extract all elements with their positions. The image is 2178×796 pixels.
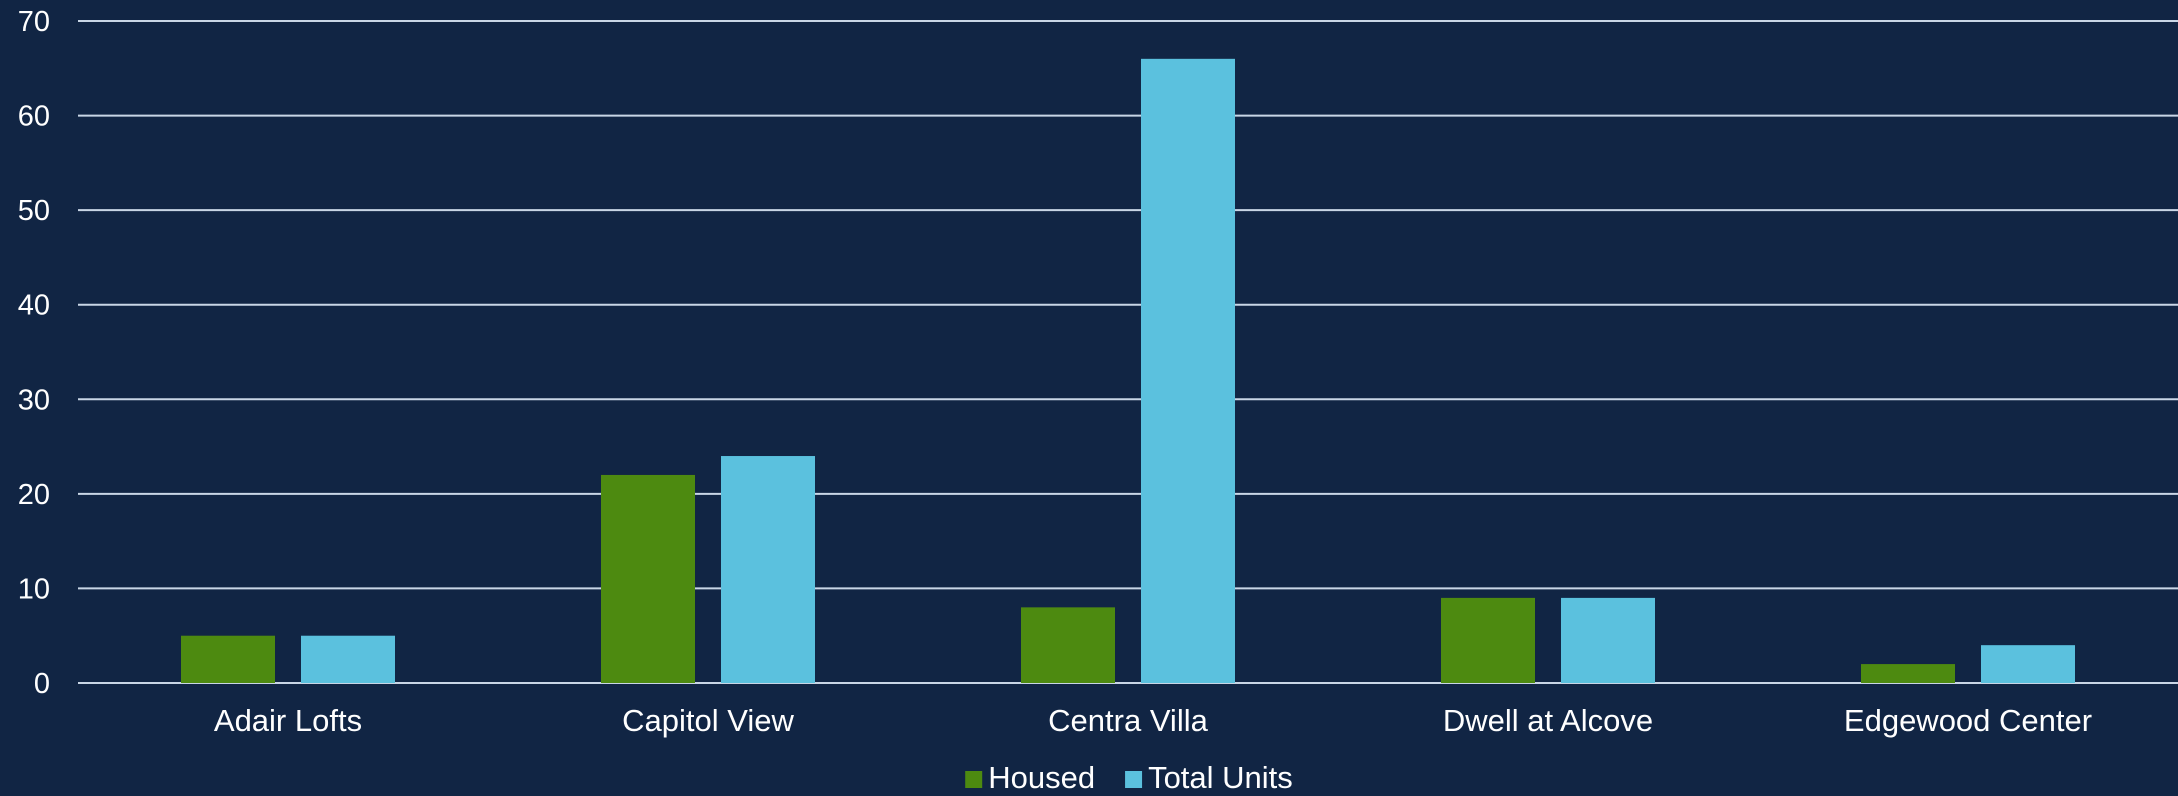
bar-housed bbox=[1441, 597, 1535, 683]
x-tick-label: Capitol View bbox=[622, 703, 794, 738]
bar-housed bbox=[1861, 664, 1955, 683]
bar-total-units bbox=[1981, 645, 2075, 683]
y-tick-label: 10 bbox=[18, 573, 50, 605]
y-tick-label: 50 bbox=[18, 195, 50, 227]
y-tick-label: 60 bbox=[18, 101, 50, 133]
x-tick-label: Dwell at Alcove bbox=[1443, 703, 1653, 738]
legend-swatch bbox=[965, 771, 983, 788]
y-tick-label: 30 bbox=[18, 384, 50, 416]
legend-label: Total Units bbox=[1148, 760, 1293, 795]
legend-item: Housed bbox=[965, 760, 1095, 795]
y-tick-label: 70 bbox=[18, 6, 50, 38]
legend-swatch bbox=[1125, 771, 1143, 788]
bar-housed bbox=[181, 635, 275, 683]
bar-housed bbox=[1021, 607, 1115, 683]
y-tick-label: 20 bbox=[18, 479, 50, 511]
y-tick-label: 40 bbox=[18, 290, 50, 322]
x-tick-label: Edgewood Center bbox=[1844, 703, 2092, 738]
legend: Housed Total Units bbox=[965, 760, 1293, 795]
legend-item: Total Units bbox=[1125, 760, 1293, 795]
legend-label: Housed bbox=[988, 760, 1095, 795]
bar-total-units bbox=[1561, 597, 1655, 683]
bars bbox=[181, 58, 2075, 684]
x-axis: Adair Lofts Capitol View Centra Villa Dwell… bbox=[214, 703, 2092, 738]
y-tick-label: 0 bbox=[34, 668, 50, 700]
bar-total-units bbox=[1141, 58, 1235, 684]
x-tick-label: Centra Villa bbox=[1048, 703, 1208, 738]
bar-housed bbox=[601, 474, 695, 683]
bar-total-units bbox=[721, 456, 815, 683]
gridlines bbox=[78, 20, 2178, 684]
y-axis: 0 10 20 30 40 50 60 70 bbox=[18, 6, 50, 700]
x-tick-label: Adair Lofts bbox=[214, 703, 362, 738]
bar-total-units bbox=[301, 635, 395, 683]
